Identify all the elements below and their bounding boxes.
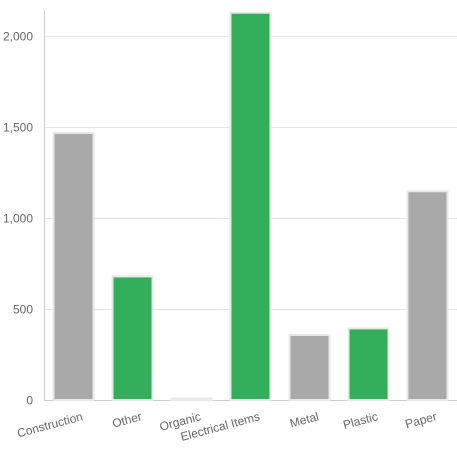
bar-construction[interactable] xyxy=(52,132,95,402)
bar-other[interactable] xyxy=(111,275,154,401)
bar-electrical-items[interactable] xyxy=(229,11,272,402)
bar-plastic[interactable] xyxy=(347,327,390,402)
y-tick-labels: 0 500 1,000 1,500 2,000 xyxy=(3,30,33,408)
bar-organic[interactable] xyxy=(170,397,213,401)
bar-paper[interactable] xyxy=(406,190,449,401)
x-category-label: Metal xyxy=(288,409,320,430)
y-tick-label: 1,500 xyxy=(3,121,33,135)
y-tick-label: 0 xyxy=(26,394,33,408)
y-tick-label: 2,000 xyxy=(3,30,33,44)
x-category-label: Construction xyxy=(16,409,85,440)
y-tick-label: 1,000 xyxy=(3,212,33,226)
bars xyxy=(52,11,449,402)
x-category-label: Other xyxy=(111,409,144,430)
bar-metal[interactable] xyxy=(288,333,331,401)
y-tick-label: 500 xyxy=(13,303,33,317)
x-category-label: Paper xyxy=(404,409,439,431)
x-category-label: Plastic xyxy=(342,409,380,432)
